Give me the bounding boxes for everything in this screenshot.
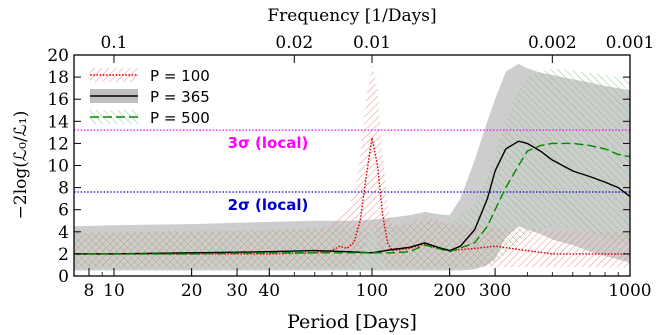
top-tick-label: 0.02 bbox=[275, 33, 313, 53]
x-tick-label: 40 bbox=[258, 281, 280, 301]
top-tick-label: 0.01 bbox=[353, 33, 391, 53]
y-tick-label: 10 bbox=[47, 157, 69, 177]
y-axis-label: −2log(ℒ₀/ℒ₁) bbox=[11, 111, 31, 220]
series-line-p-500 bbox=[74, 142, 630, 255]
threshold-label-2: 2σ (local) bbox=[228, 196, 309, 214]
x-tick-label: 30 bbox=[226, 281, 248, 301]
x-tick-label: 10 bbox=[103, 281, 125, 301]
y-tick-label: 16 bbox=[47, 90, 69, 110]
series-line-p-365 bbox=[74, 140, 630, 255]
top-axis-label: Frequency [1/Days] bbox=[267, 6, 436, 26]
series-line-p-100 bbox=[74, 137, 630, 255]
y-tick-label: 8 bbox=[58, 179, 69, 199]
top-tick-label: 0.001 bbox=[606, 33, 655, 53]
x-tick-label: 100 bbox=[356, 281, 388, 301]
threshold-lines bbox=[74, 129, 630, 193]
top-tick-label: 0.1 bbox=[100, 33, 127, 53]
y-tick-label: 0 bbox=[58, 267, 69, 287]
legend-label-p-500: P = 500 bbox=[150, 109, 210, 127]
legend-label-p-100: P = 100 bbox=[150, 67, 210, 85]
y-tick-label: 14 bbox=[47, 112, 69, 132]
legend-label-p-365: P = 365 bbox=[150, 88, 210, 106]
band-p-100 bbox=[74, 62, 630, 268]
x-axis-label: Period [Days] bbox=[287, 311, 417, 333]
x-tick-label: 8 bbox=[84, 281, 95, 301]
series-lines bbox=[74, 137, 630, 255]
x-tick-label: 200 bbox=[433, 281, 465, 301]
y-tick-label: 6 bbox=[58, 201, 69, 221]
x-tick-label: 20 bbox=[181, 281, 203, 301]
x-tick-label: 1000 bbox=[608, 281, 651, 301]
legend: P = 100 P = 365 P = 500 bbox=[90, 67, 210, 127]
y-tick-label: 12 bbox=[47, 134, 69, 154]
x-tick-label: 300 bbox=[479, 281, 511, 301]
y-tick-label: 4 bbox=[58, 223, 69, 243]
top-tick-label: 0.002 bbox=[528, 33, 577, 53]
y-tick-label: 20 bbox=[47, 46, 69, 66]
y-tick-label: 2 bbox=[58, 245, 69, 265]
threshold-label-1: 3σ (local) bbox=[228, 134, 309, 152]
legend-swatch-p-500 bbox=[90, 110, 138, 124]
axis-ticks: 3σ (local)2σ (local)8 10 20 30 40 100 200 300 10… bbox=[47, 33, 654, 301]
y-tick-label: 18 bbox=[47, 68, 69, 88]
